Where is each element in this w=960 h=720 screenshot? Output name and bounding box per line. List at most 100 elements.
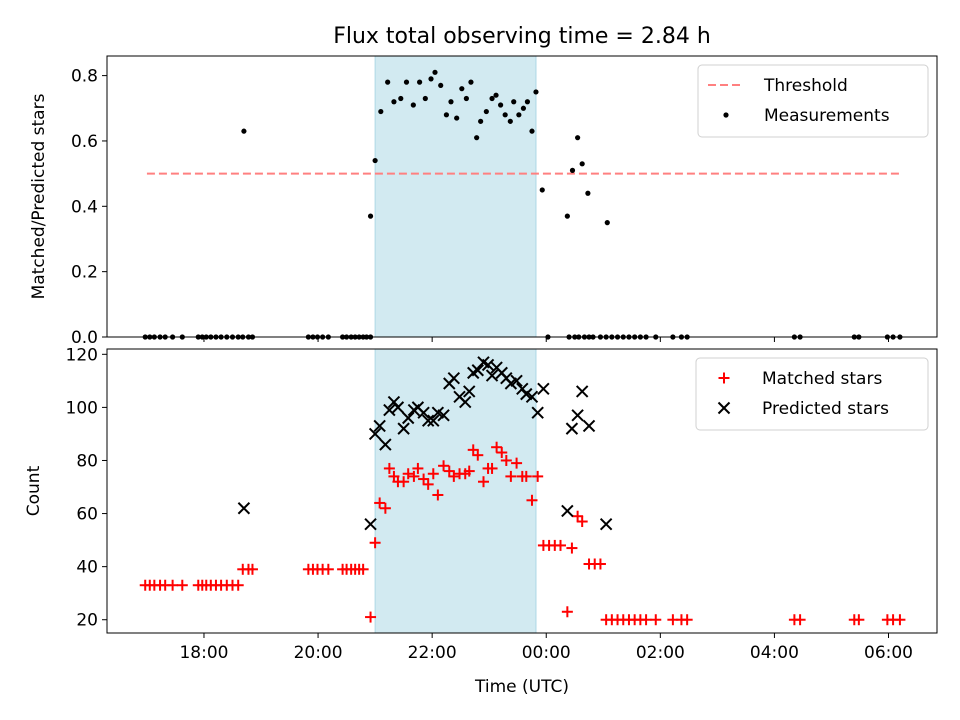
series-plus	[139, 441, 906, 626]
data-point	[459, 86, 465, 92]
data-point	[459, 395, 472, 409]
data-point	[398, 95, 404, 102]
x-tick-label: 22:00	[408, 643, 457, 663]
data-point	[561, 504, 574, 518]
legend-marker	[723, 112, 729, 118]
data-point	[443, 112, 450, 118]
legend-marker	[717, 401, 731, 415]
data-point	[575, 385, 589, 398]
data-point	[412, 462, 424, 474]
y-axis-label: Count	[24, 465, 44, 516]
data-point	[496, 447, 508, 459]
data-point	[511, 99, 517, 105]
chart-title: Flux total observing time = 2.84 h	[333, 24, 711, 49]
data-point	[529, 128, 535, 134]
data-point	[532, 470, 544, 482]
data-point	[566, 542, 578, 554]
observing-window-shade	[375, 56, 536, 337]
data-point	[176, 579, 188, 591]
data-point	[525, 390, 539, 403]
data-point	[373, 419, 386, 433]
legend: Matched stars Predicted stars	[695, 357, 929, 431]
data-point	[564, 213, 570, 219]
x-tick-label: 20:00	[294, 643, 343, 663]
data-point	[391, 401, 405, 414]
data-point	[447, 371, 461, 385]
data-point	[472, 449, 484, 461]
data-point	[417, 79, 423, 85]
legend-box	[697, 64, 929, 138]
data-point	[571, 409, 584, 422]
data-point	[894, 614, 906, 626]
data-point	[853, 614, 865, 626]
data-point	[481, 358, 495, 372]
legend-box	[695, 357, 929, 431]
data-point	[167, 579, 179, 591]
data-point	[448, 470, 460, 482]
data-point	[402, 468, 414, 480]
x-tick-label: 00:00	[522, 643, 571, 663]
data-point	[378, 108, 384, 115]
data-point	[520, 470, 532, 482]
y-tick-label: 0.6	[71, 132, 98, 152]
data-point	[516, 112, 522, 118]
data-point	[474, 135, 480, 141]
data-point	[561, 606, 573, 618]
legend-label: Matched stars	[762, 369, 882, 389]
data-point	[385, 79, 391, 85]
data-point	[368, 427, 382, 441]
data-point	[383, 403, 396, 417]
y-tick-label: 0.2	[71, 263, 98, 283]
data-point	[498, 102, 504, 108]
legend-marker	[718, 372, 730, 384]
legend-label: Measurements	[764, 106, 890, 126]
data-point	[379, 438, 392, 451]
data-point	[438, 460, 450, 472]
data-point	[524, 99, 531, 105]
data-point	[502, 112, 508, 118]
data-point	[491, 441, 503, 453]
x-tick-label: 02:00	[636, 643, 685, 663]
data-point	[794, 614, 806, 626]
data-point	[379, 502, 391, 514]
data-point	[454, 115, 460, 121]
data-point	[427, 414, 440, 427]
data-point	[463, 385, 476, 398]
data-point	[478, 118, 484, 124]
data-point	[585, 190, 591, 196]
data-point	[537, 382, 550, 396]
data-point	[398, 476, 410, 488]
data-point	[408, 470, 420, 482]
data-point	[500, 454, 512, 466]
y-tick-label: 120	[66, 345, 98, 365]
data-point	[374, 497, 386, 509]
data-point	[432, 69, 438, 75]
data-point	[486, 462, 498, 474]
data-point	[401, 411, 415, 425]
data-point	[471, 364, 484, 377]
data-point	[493, 92, 499, 98]
data-point	[510, 374, 523, 388]
data-point	[448, 99, 454, 105]
data-point	[410, 102, 416, 108]
y-tick-label: 0.8	[71, 67, 98, 87]
data-point	[569, 167, 576, 173]
data-point	[391, 99, 397, 105]
data-point	[582, 419, 596, 433]
y-tick-label: 60	[76, 505, 98, 525]
ratio-panel: 0.0 0.2 0.4 0.6 0.8 Matched/Predicted stars Th…	[29, 55, 938, 348]
data-point	[576, 516, 588, 528]
x-axis-label: Time (UTC)	[474, 677, 569, 697]
data-point	[365, 611, 377, 623]
data-point	[367, 213, 374, 219]
data-point	[421, 414, 435, 427]
x-tick-label: 18:00	[179, 643, 228, 663]
plot-frame	[106, 348, 938, 634]
data-point	[364, 517, 377, 531]
data-point	[533, 89, 539, 95]
data-point	[531, 406, 544, 419]
data-point	[232, 579, 244, 591]
data-point	[526, 494, 538, 506]
data-point	[383, 462, 395, 474]
